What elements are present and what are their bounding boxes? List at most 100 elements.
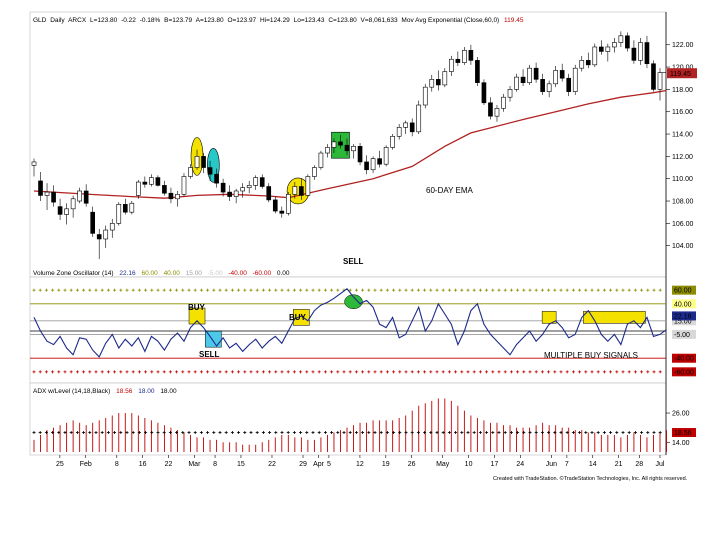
candle-body bbox=[644, 42, 650, 65]
candle-body bbox=[38, 180, 43, 196]
candle-body bbox=[57, 206, 63, 215]
candle bbox=[383, 145, 389, 167]
candle-body bbox=[266, 186, 272, 201]
price-tick-label: 118.00 bbox=[672, 87, 693, 94]
price-tick-label: 116.00 bbox=[672, 109, 693, 116]
x-tick-label: 8 bbox=[213, 461, 217, 468]
osc-buy-label-1: BUY bbox=[188, 303, 206, 312]
header-volume: V=8,061,633 bbox=[361, 17, 398, 24]
candle-body bbox=[31, 161, 37, 166]
candle-body bbox=[44, 191, 50, 196]
candle bbox=[188, 164, 193, 179]
x-tick-label: Apr bbox=[313, 461, 325, 468]
candle-body bbox=[96, 234, 102, 240]
candle-body bbox=[585, 60, 591, 66]
candle-body bbox=[109, 223, 115, 231]
osc-level-tag-label: 60.00 bbox=[674, 288, 692, 295]
ema-line bbox=[33, 89, 667, 199]
candle-body bbox=[129, 202, 135, 213]
candle-body bbox=[188, 167, 193, 177]
candle-body bbox=[220, 182, 226, 193]
candle bbox=[540, 73, 545, 95]
candle-body bbox=[618, 35, 624, 43]
candle-body bbox=[207, 167, 213, 175]
osc-signal-highlight bbox=[293, 309, 310, 326]
candle-body bbox=[318, 152, 324, 168]
candle-body bbox=[227, 191, 232, 197]
osc-value-tag bbox=[672, 311, 696, 321]
candle-body bbox=[142, 181, 148, 185]
osc-level-dotted bbox=[32, 288, 662, 292]
oscillator-line bbox=[33, 288, 667, 358]
candle-body bbox=[481, 82, 487, 104]
osc-signal-highlight bbox=[344, 294, 363, 309]
candle bbox=[403, 120, 409, 135]
candle-body bbox=[527, 67, 532, 83]
candle bbox=[70, 195, 76, 218]
header-low: Lo=123.43 bbox=[294, 17, 325, 24]
candle-body bbox=[83, 190, 89, 204]
tradestation-credit: Created with TradeStation. ©TradeStation… bbox=[493, 476, 688, 482]
candle bbox=[644, 35, 650, 69]
candle bbox=[579, 55, 585, 72]
candle bbox=[481, 79, 487, 106]
price-tick-label: 120.00 bbox=[672, 65, 694, 72]
price-tick-label: 122.00 bbox=[672, 42, 694, 49]
candle-body bbox=[312, 167, 317, 177]
candle bbox=[279, 206, 285, 218]
candle-body bbox=[409, 122, 415, 133]
x-tick-label: 10 bbox=[465, 461, 473, 468]
price-tick-label: 110.00 bbox=[672, 176, 693, 183]
candle bbox=[136, 179, 141, 199]
price-tick-label: 108.00 bbox=[672, 199, 694, 206]
candle bbox=[390, 134, 395, 150]
adx-legend-value: 18.56 bbox=[116, 388, 133, 395]
candle bbox=[422, 83, 428, 109]
x-tick-label: Jun bbox=[546, 461, 557, 468]
osc-level-tag-label: -60.00 bbox=[674, 369, 694, 376]
candle-body bbox=[201, 156, 206, 168]
candle-body bbox=[357, 146, 363, 163]
candle bbox=[527, 64, 532, 85]
candle-body bbox=[70, 198, 76, 210]
candle-body bbox=[612, 42, 617, 48]
candle bbox=[162, 180, 167, 196]
candle bbox=[455, 51, 461, 66]
candle bbox=[377, 150, 382, 168]
candle-body bbox=[403, 122, 409, 128]
candle-body bbox=[214, 173, 219, 184]
candle-body bbox=[253, 177, 259, 186]
candle bbox=[449, 55, 454, 76]
x-tick-label: 22 bbox=[268, 461, 276, 468]
candle bbox=[344, 138, 350, 156]
x-tick-label: 25 bbox=[56, 461, 64, 468]
candle bbox=[253, 175, 259, 190]
candle-body bbox=[351, 146, 356, 152]
candle-body bbox=[51, 191, 56, 203]
header-interval: Daily bbox=[50, 17, 65, 24]
x-tick-label: 29 bbox=[299, 461, 307, 468]
candle bbox=[38, 172, 43, 202]
candle bbox=[240, 183, 245, 198]
x-tick-label: 12 bbox=[356, 461, 364, 468]
candle bbox=[318, 150, 324, 170]
candle bbox=[305, 174, 311, 197]
candle-body bbox=[181, 176, 187, 195]
candle-body bbox=[155, 177, 161, 186]
ema-value-tag-label: 119.45 bbox=[670, 71, 691, 78]
candle-body bbox=[344, 144, 350, 152]
adx-tick-label: 26.00 bbox=[672, 411, 690, 418]
header-symbol: GLD bbox=[33, 17, 47, 24]
adx-tick-label: 14.00 bbox=[672, 440, 690, 447]
candle bbox=[638, 38, 643, 65]
candle bbox=[259, 174, 265, 189]
candle-body bbox=[77, 190, 82, 202]
candle bbox=[572, 64, 578, 95]
osc-value-tag-label: 22.16 bbox=[674, 313, 692, 320]
candle-body bbox=[390, 135, 395, 148]
osc-buy-label-2: BUY bbox=[289, 313, 307, 322]
candle bbox=[299, 178, 304, 200]
candle-body bbox=[475, 60, 480, 83]
candle-body bbox=[605, 46, 611, 52]
x-tick-label: 19 bbox=[382, 461, 390, 468]
